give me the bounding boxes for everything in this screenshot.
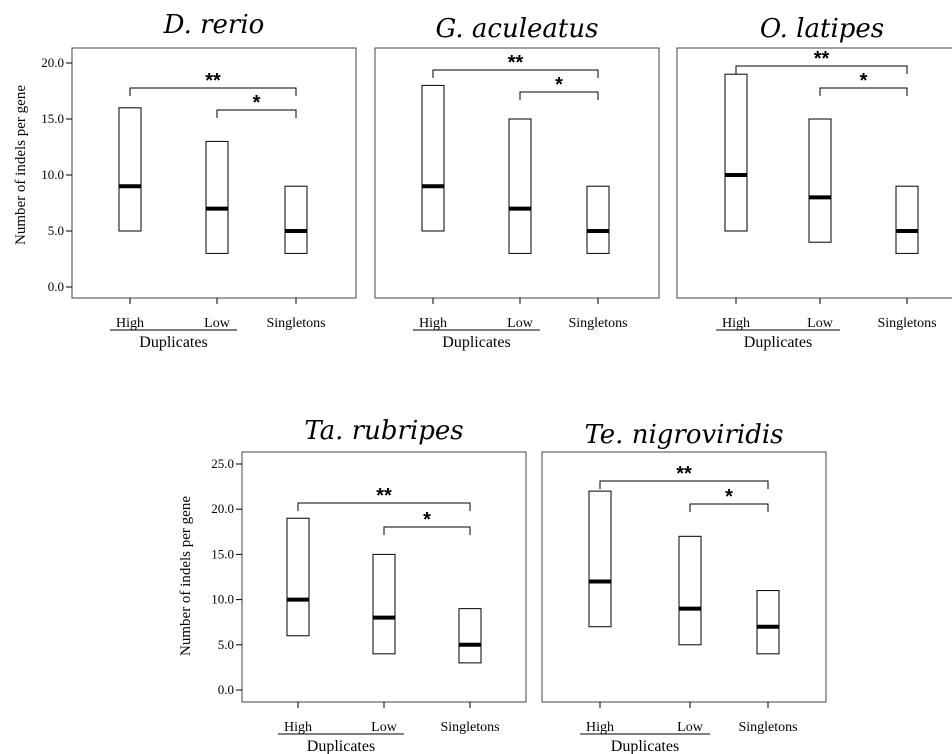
panel-2: G. aculeatus High Low Singletons Duplicates *… bbox=[374, 14, 660, 351]
group-label: Duplicates bbox=[307, 738, 375, 754]
plot-frame bbox=[676, 47, 952, 299]
box bbox=[421, 84, 445, 232]
y-tick-label: 0.0 bbox=[218, 682, 234, 697]
box bbox=[286, 517, 310, 637]
y-tick-label: 5.0 bbox=[218, 637, 234, 652]
significance-label: ** bbox=[508, 52, 524, 74]
panel-5: Te. nigroviridis High Low Singletons Duplica… bbox=[541, 420, 827, 754]
plot-frame bbox=[71, 47, 357, 299]
box bbox=[372, 553, 396, 655]
significance-label: ** bbox=[814, 48, 830, 70]
significance-bracket bbox=[599, 480, 769, 489]
plot-frame bbox=[541, 451, 827, 703]
y-tick-label: 25.0 bbox=[211, 456, 234, 471]
box bbox=[895, 185, 919, 254]
x-category-label: Low bbox=[807, 316, 834, 331]
significance-bracket bbox=[735, 65, 908, 74]
box bbox=[458, 608, 482, 664]
x-category-label: High bbox=[116, 316, 144, 331]
x-category-label: Singletons bbox=[266, 316, 325, 331]
y-tick-label: 0.0 bbox=[48, 279, 64, 294]
significance-bracket bbox=[689, 503, 769, 512]
x-category-label: High bbox=[284, 720, 312, 735]
y-tick-label: 20.0 bbox=[211, 501, 234, 516]
group-label: Duplicates bbox=[611, 738, 679, 754]
significance-bracket bbox=[819, 87, 908, 96]
y-tick-label: 5.0 bbox=[48, 223, 64, 238]
box bbox=[588, 490, 612, 628]
y-tick-label: 10.0 bbox=[211, 592, 234, 607]
x-category-label: High bbox=[586, 720, 614, 735]
group-label: Duplicates bbox=[744, 334, 812, 351]
x-category-label: Low bbox=[204, 316, 231, 331]
box bbox=[808, 118, 832, 243]
significance-bracket bbox=[432, 69, 599, 78]
y-tick-label: 15.0 bbox=[211, 546, 234, 561]
x-category-label: Singletons bbox=[738, 720, 797, 735]
panel-title: O. latipes bbox=[760, 14, 884, 44]
significance-bracket bbox=[216, 109, 297, 118]
box bbox=[756, 590, 780, 655]
plot-frame bbox=[374, 47, 660, 299]
y-axis-label: Number of indels per gene bbox=[13, 85, 29, 245]
y-tick-label: 15.0 bbox=[41, 111, 64, 126]
x-category-label: Low bbox=[371, 720, 398, 735]
panel-4: Ta. rubripes 0.0 5.0 10.0 15.0 20.0 25.0 Number… bbox=[178, 416, 527, 754]
significance-label: * bbox=[725, 486, 733, 508]
significance-label: ** bbox=[205, 70, 221, 92]
box bbox=[724, 73, 748, 232]
y-axis-label: Number of indels per gene bbox=[178, 496, 194, 656]
panel-title: G. aculeatus bbox=[436, 14, 599, 44]
x-category-label: Singletons bbox=[877, 316, 936, 331]
box bbox=[205, 140, 229, 254]
y-tick-label: 20.0 bbox=[41, 55, 64, 70]
x-category-label: Singletons bbox=[440, 720, 499, 735]
significance-label: ** bbox=[376, 485, 392, 507]
significance-label: * bbox=[860, 70, 868, 92]
panel-title: D. rerio bbox=[163, 10, 265, 40]
x-category-label: Low bbox=[677, 720, 704, 735]
significance-bracket bbox=[129, 87, 297, 96]
group-label: Duplicates bbox=[442, 334, 510, 351]
box bbox=[118, 107, 142, 232]
x-category-label: Low bbox=[507, 316, 534, 331]
x-category-label: High bbox=[419, 316, 447, 331]
x-category-label: Singletons bbox=[568, 316, 627, 331]
box bbox=[284, 185, 308, 254]
panel-1: D. rerio 0.0 5.0 10.0 15.0 20.0 Number of inde… bbox=[13, 10, 357, 351]
box bbox=[678, 535, 702, 646]
x-category-label: High bbox=[722, 316, 750, 331]
significance-label: * bbox=[555, 74, 563, 96]
significance-label: ** bbox=[676, 463, 692, 485]
group-label: Duplicates bbox=[139, 334, 207, 351]
panel-title: Te. nigroviridis bbox=[584, 420, 783, 450]
box bbox=[508, 118, 532, 254]
panel-title: Ta. rubripes bbox=[304, 416, 463, 446]
box bbox=[586, 185, 610, 254]
significance-bracket bbox=[297, 502, 471, 511]
y-tick-label: 10.0 bbox=[41, 167, 64, 182]
significance-label: * bbox=[423, 509, 431, 531]
significance-bracket bbox=[519, 91, 599, 100]
significance-bracket bbox=[383, 526, 471, 535]
significance-label: * bbox=[253, 92, 261, 114]
